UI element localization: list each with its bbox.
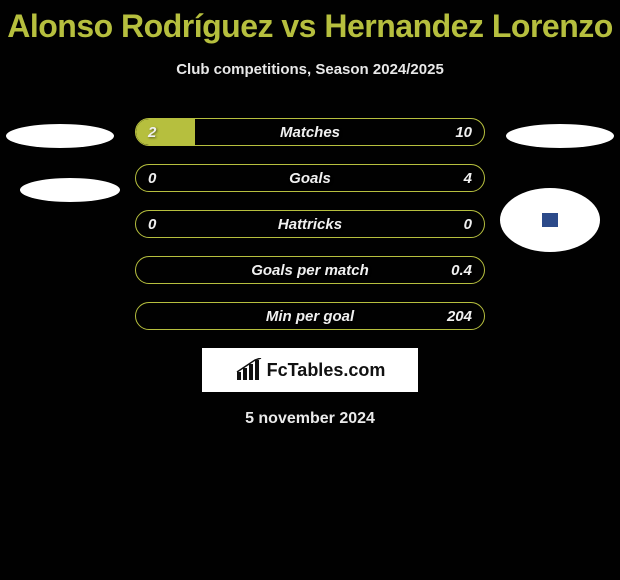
- stat-label: Goals per match: [136, 257, 484, 283]
- stat-row: Min per goal204: [135, 302, 485, 330]
- stat-value-right: 4: [464, 165, 472, 191]
- stat-value-right: 0: [464, 211, 472, 237]
- stat-label: Matches: [136, 119, 484, 145]
- stats-container: 2Matches100Goals40Hattricks0Goals per ma…: [135, 118, 485, 330]
- flag-icon: [542, 213, 558, 227]
- player-right-avatar-placeholder-2: [500, 188, 600, 252]
- player-left-avatar-placeholder-1: [6, 124, 114, 148]
- stat-label: Hattricks: [136, 211, 484, 237]
- stat-row: 0Hattricks0: [135, 210, 485, 238]
- page-title: Alonso Rodríguez vs Hernandez Lorenzo: [0, 0, 620, 45]
- stat-row: 2Matches10: [135, 118, 485, 146]
- stat-value-right: 10: [455, 119, 472, 145]
- stat-row: 0Goals4: [135, 164, 485, 192]
- fctables-logo[interactable]: FcTables.com: [202, 348, 418, 392]
- logo-text: FcTables.com: [267, 360, 386, 381]
- stat-value-right: 0.4: [451, 257, 472, 283]
- date-label: 5 november 2024: [0, 410, 620, 428]
- player-right-avatar-placeholder-1: [506, 124, 614, 148]
- player-left-avatar-placeholder-2: [20, 178, 120, 202]
- stat-label: Goals: [136, 165, 484, 191]
- stat-value-right: 204: [447, 303, 472, 329]
- stat-label: Min per goal: [136, 303, 484, 329]
- stat-row: Goals per match0.4: [135, 256, 485, 284]
- subtitle: Club competitions, Season 2024/2025: [0, 61, 620, 78]
- bar-chart-icon: [235, 358, 263, 382]
